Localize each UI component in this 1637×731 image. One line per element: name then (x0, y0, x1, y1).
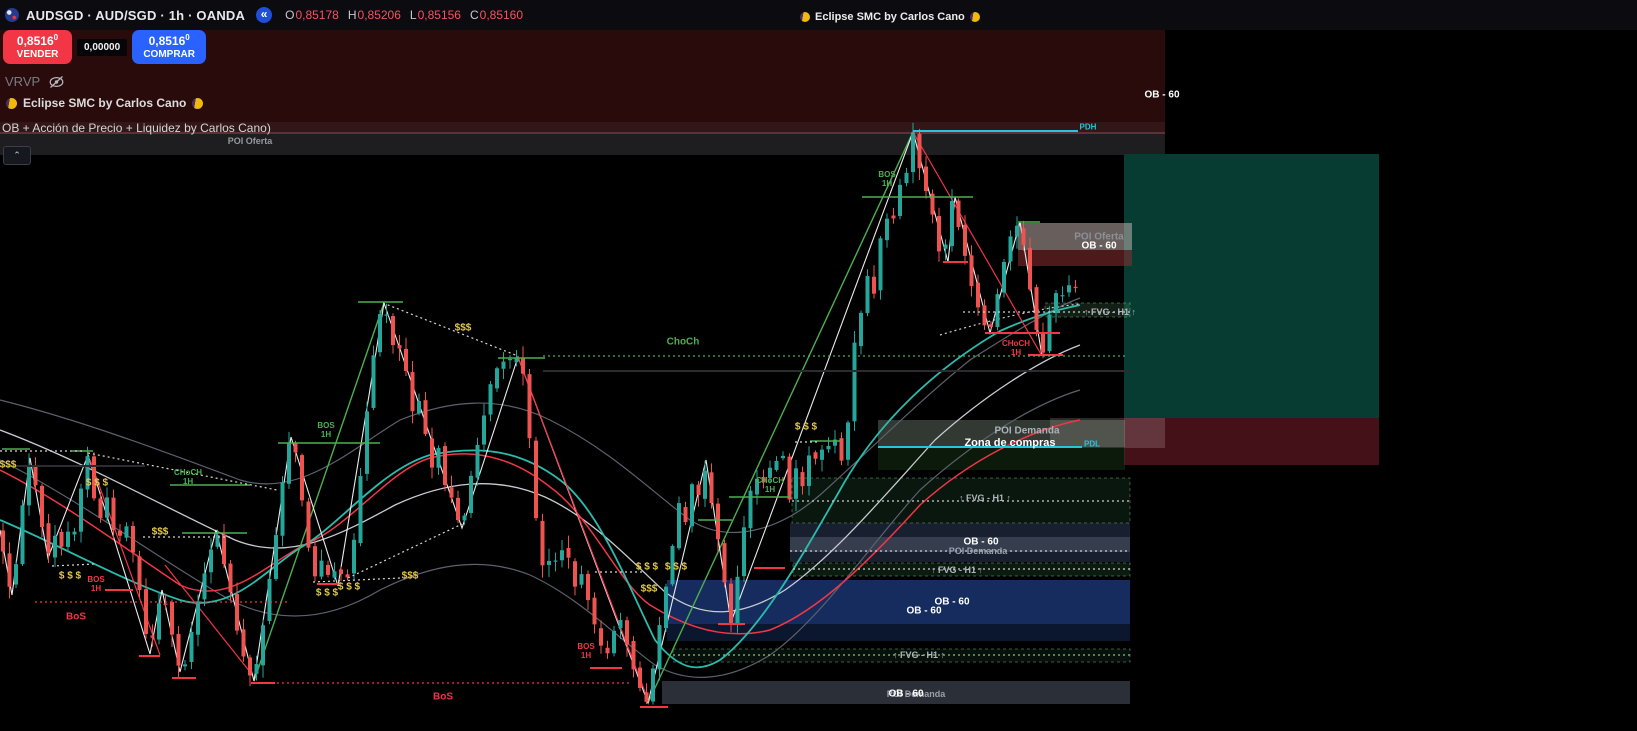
close-value: 0,85160 (479, 8, 524, 22)
indicator-zone (790, 537, 1130, 552)
ohlc-values: O0,85178 H0,85206 L0,85156 C0,85160 (285, 8, 523, 22)
high-label: H (347, 8, 357, 22)
dotted-liquidity-line (312, 577, 401, 583)
bar-replay-icon[interactable]: « (256, 7, 273, 23)
eclipse-icon (969, 12, 980, 22)
structure-trendline (647, 131, 914, 704)
structure-trendline (517, 356, 649, 701)
visibility-off-icon[interactable] (48, 75, 65, 89)
dotted-liquidity-line (51, 563, 96, 567)
indicator-zone (1124, 154, 1379, 418)
sell-price-sup: 0 (53, 33, 59, 42)
watermark-text: Eclipse SMC by Carlos Cano (815, 11, 965, 23)
indicator-zone (1018, 223, 1132, 250)
chart-watermark-title: Eclipse SMC by Carlos Cano (800, 11, 980, 23)
indicator-zone (790, 523, 1130, 562)
buy-price-sup: 0 (185, 33, 190, 42)
structure-trendline (164, 564, 251, 673)
low-value: 0,85156 (417, 8, 461, 22)
spread-value: 0,00000 (77, 38, 128, 56)
eclipse-icon (6, 97, 17, 109)
indicator-zone (1124, 418, 1379, 465)
indicator-zone (878, 447, 1125, 470)
indicator-zone (1044, 302, 1131, 318)
eclipse-icon (800, 12, 810, 22)
indicator-zone (878, 420, 1125, 447)
sell-button[interactable]: 0,85160 VENDER (3, 30, 72, 64)
high-value: 0,85206 (357, 8, 401, 22)
indicator-zone (0, 122, 1165, 133)
moving-average-line (939, 303, 1081, 336)
buy-price: 0,8516 (148, 34, 186, 48)
legend-item-ob-liquidez[interactable]: OB + Acción de Precio + Liquidez by Carl… (2, 121, 271, 135)
dotted-liquidity-line (382, 302, 519, 357)
moving-average-line (0, 419, 1081, 635)
sell-price: 0,8516 (16, 34, 54, 48)
collapse-legend-button[interactable]: ⌃ (3, 146, 31, 165)
buy-button[interactable]: 0,85160 COMPRAR (132, 30, 207, 64)
dotted-liquidity-line (87, 452, 278, 491)
instrument-flag-icon (5, 8, 19, 22)
eclipse-indicator-title: Eclipse SMC by Carlos Cano (23, 96, 187, 110)
structure-trendline (89, 459, 161, 656)
dotted-liquidity-line (347, 523, 463, 579)
eclipse-icon (192, 97, 204, 109)
buy-label: COMPRAR (143, 49, 195, 60)
symbol-title[interactable]: AUDSGD · AUD/SGD · 1h · OANDA (26, 7, 246, 23)
legend-item-vrvp[interactable]: VRVP (5, 74, 65, 89)
ob-indicator-title: OB + Acción de Precio + Liquidez by Carl… (2, 121, 271, 135)
chart-top-toolbar: AUDSGD · AUD/SGD · 1h · OANDA « O0,85178… (0, 0, 1637, 30)
vrvp-label: VRVP (5, 74, 41, 89)
moving-average-line (0, 297, 1081, 533)
structure-trendline (912, 131, 1043, 357)
moving-average-line (0, 304, 1081, 669)
open-label: O (285, 8, 295, 22)
open-value: 0,85178 (295, 8, 339, 22)
sell-label: VENDER (16, 49, 59, 60)
indicator-zone (662, 681, 1130, 704)
trade-panel: 0,85160 VENDER 0,00000 0,85160 COMPRAR (3, 30, 207, 64)
close-label: C (469, 8, 479, 22)
low-label: L (409, 8, 417, 22)
structure-trendline (253, 302, 385, 682)
indicator-zone (0, 133, 1165, 155)
indicator-zone (1018, 250, 1132, 266)
indicator-zone (672, 648, 1131, 663)
moving-average-line (0, 344, 1081, 613)
structure-trendline (0, 130, 1043, 705)
legend-item-eclipse-smc[interactable]: Eclipse SMC by Carlos Cano (6, 96, 204, 110)
indicator-zone (667, 624, 1130, 641)
